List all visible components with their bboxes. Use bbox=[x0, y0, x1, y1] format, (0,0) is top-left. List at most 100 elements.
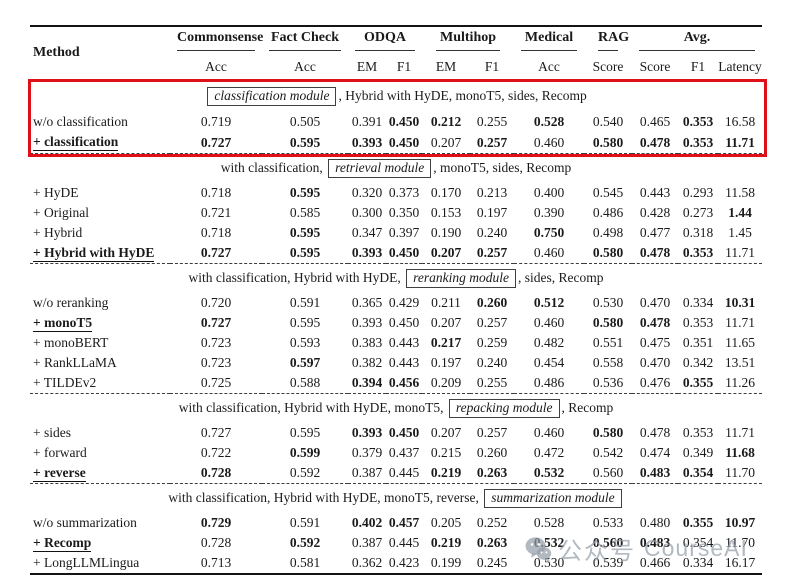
value-cell: 0.354 bbox=[682, 465, 714, 480]
value-cell: 0.728 bbox=[200, 535, 232, 550]
value-cell: 0.190 bbox=[430, 225, 462, 240]
table-body: classification module, Hybrid with HyDE,… bbox=[30, 81, 763, 575]
value-cell: 0.580 bbox=[592, 245, 624, 260]
value-cell: 0.393 bbox=[351, 134, 383, 150]
value-cell: 11.70 bbox=[725, 465, 755, 480]
value-cell: 0.450 bbox=[388, 134, 420, 150]
value-cell: 11.71 bbox=[725, 425, 755, 440]
value-cell: 0.718 bbox=[200, 225, 232, 240]
table-row: w/o classification 0.719 0.505 0.391 0.450 0.… bbox=[30, 111, 762, 132]
value-cell: 0.207 bbox=[430, 245, 462, 260]
method-label: + reverse bbox=[33, 464, 86, 482]
method-label: + HyDE bbox=[33, 185, 79, 200]
value-cell: 0.722 bbox=[200, 445, 232, 460]
section-header-text: with classification, Hybrid with HyDE, m… bbox=[168, 490, 483, 505]
column-group-multihop: Multihop bbox=[422, 26, 514, 54]
value-cell: 0.595 bbox=[289, 134, 321, 150]
value-cell: 0.486 bbox=[592, 205, 624, 220]
method-label: + Hybrid with HyDE bbox=[33, 244, 155, 262]
value-cell: 0.460 bbox=[533, 134, 565, 150]
value-cell: 0.723 bbox=[200, 335, 232, 350]
value-cell: 0.252 bbox=[476, 515, 508, 530]
value-cell: 0.475 bbox=[639, 335, 671, 350]
value-cell: 0.400 bbox=[533, 185, 565, 200]
value-cell: 0.393 bbox=[351, 315, 383, 330]
value-cell: 0.477 bbox=[639, 225, 671, 240]
wechat-icon bbox=[525, 536, 552, 562]
value-cell: 0.539 bbox=[592, 555, 624, 570]
value-cell: 0.365 bbox=[351, 295, 383, 310]
value-cell: 0.443 bbox=[388, 355, 420, 370]
value-cell: 0.558 bbox=[592, 355, 624, 370]
value-cell: 0.456 bbox=[388, 375, 420, 390]
value-cell: 0.450 bbox=[388, 315, 420, 330]
value-cell: 0.727 bbox=[200, 425, 232, 440]
section-header-text: , monoT5, sides, Recomp bbox=[433, 160, 572, 175]
section-header: with classification, Hybrid with HyDE, m… bbox=[30, 393, 763, 423]
column-header-method: Method bbox=[33, 45, 80, 60]
value-cell: 0.379 bbox=[351, 445, 383, 460]
value-cell: 0.245 bbox=[476, 555, 508, 570]
value-cell: 0.542 bbox=[592, 445, 624, 460]
value-cell: 0.219 bbox=[430, 465, 462, 480]
value-cell: 0.720 bbox=[200, 295, 232, 310]
value-cell: 0.727 bbox=[200, 315, 232, 330]
value-cell: 0.592 bbox=[289, 535, 321, 550]
column-group-commonsense: Commonsense bbox=[170, 26, 263, 54]
value-cell: 0.170 bbox=[430, 185, 462, 200]
value-cell: 0.393 bbox=[351, 425, 383, 440]
value-cell: 0.240 bbox=[476, 225, 508, 240]
value-cell: 11.70 bbox=[725, 535, 755, 550]
value-cell: 0.470 bbox=[639, 355, 671, 370]
value-cell: 0.257 bbox=[476, 134, 508, 150]
value-cell: 0.393 bbox=[351, 245, 383, 260]
value-cell: 0.454 bbox=[533, 355, 565, 370]
column-subheader-em: EM bbox=[435, 58, 457, 74]
value-cell: 0.536 bbox=[592, 375, 624, 390]
value-cell: 0.390 bbox=[533, 205, 565, 220]
value-cell: 11.71 bbox=[725, 245, 755, 260]
value-cell: 0.597 bbox=[289, 355, 321, 370]
value-cell: 0.353 bbox=[682, 113, 714, 129]
value-cell: 0.476 bbox=[639, 375, 671, 390]
method-label: + sides bbox=[33, 425, 71, 440]
section-header-text: , sides, Recomp bbox=[518, 270, 604, 285]
value-cell: 0.353 bbox=[682, 134, 714, 150]
value-cell: 0.593 bbox=[289, 335, 321, 350]
table-row: + Hybrid 0.718 0.595 0.347 0.397 0.190 0.240 0.… bbox=[30, 223, 762, 243]
value-cell: 0.723 bbox=[200, 355, 232, 370]
value-cell: 0.347 bbox=[351, 225, 383, 240]
module-box: retrieval module bbox=[328, 159, 432, 178]
value-cell: 1.44 bbox=[728, 205, 752, 220]
value-cell: 0.718 bbox=[200, 185, 232, 200]
value-cell: 0.450 bbox=[388, 113, 420, 129]
value-cell: 0.460 bbox=[533, 315, 565, 330]
value-cell: 0.505 bbox=[289, 113, 321, 129]
value-cell: 0.153 bbox=[430, 205, 462, 220]
value-cell: 0.353 bbox=[682, 425, 714, 440]
value-cell: 0.257 bbox=[476, 425, 508, 440]
value-cell: 13.51 bbox=[724, 355, 756, 370]
column-group-rag: RAG bbox=[584, 26, 632, 54]
value-cell: 0.199 bbox=[430, 555, 462, 570]
value-cell: 0.445 bbox=[388, 535, 420, 550]
table-row: w/o reranking 0.720 0.591 0.365 0.429 0.211 0.… bbox=[30, 293, 762, 313]
value-cell: 0.474 bbox=[639, 445, 671, 460]
method-label: + LongLLMLingua bbox=[33, 555, 140, 570]
value-cell: 0.255 bbox=[476, 375, 508, 390]
value-cell: 0.205 bbox=[430, 515, 462, 530]
value-cell: 0.445 bbox=[388, 465, 420, 480]
value-cell: 0.729 bbox=[200, 515, 232, 530]
value-cell: 0.482 bbox=[533, 335, 565, 350]
value-cell: 11.71 bbox=[725, 134, 755, 150]
value-cell: 0.257 bbox=[476, 315, 508, 330]
value-cell: 10.97 bbox=[724, 515, 756, 530]
value-cell: 0.483 bbox=[639, 465, 671, 480]
value-cell: 0.727 bbox=[200, 134, 232, 150]
method-label: w/o classification bbox=[33, 113, 128, 129]
value-cell: 0.212 bbox=[430, 113, 462, 129]
value-cell: 0.240 bbox=[476, 355, 508, 370]
column-subheader-f1: F1 bbox=[484, 58, 500, 74]
table-row: + reverse 0.728 0.592 0.387 0.445 0.219 0.263 0… bbox=[30, 463, 762, 484]
value-cell: 0.728 bbox=[200, 465, 232, 480]
